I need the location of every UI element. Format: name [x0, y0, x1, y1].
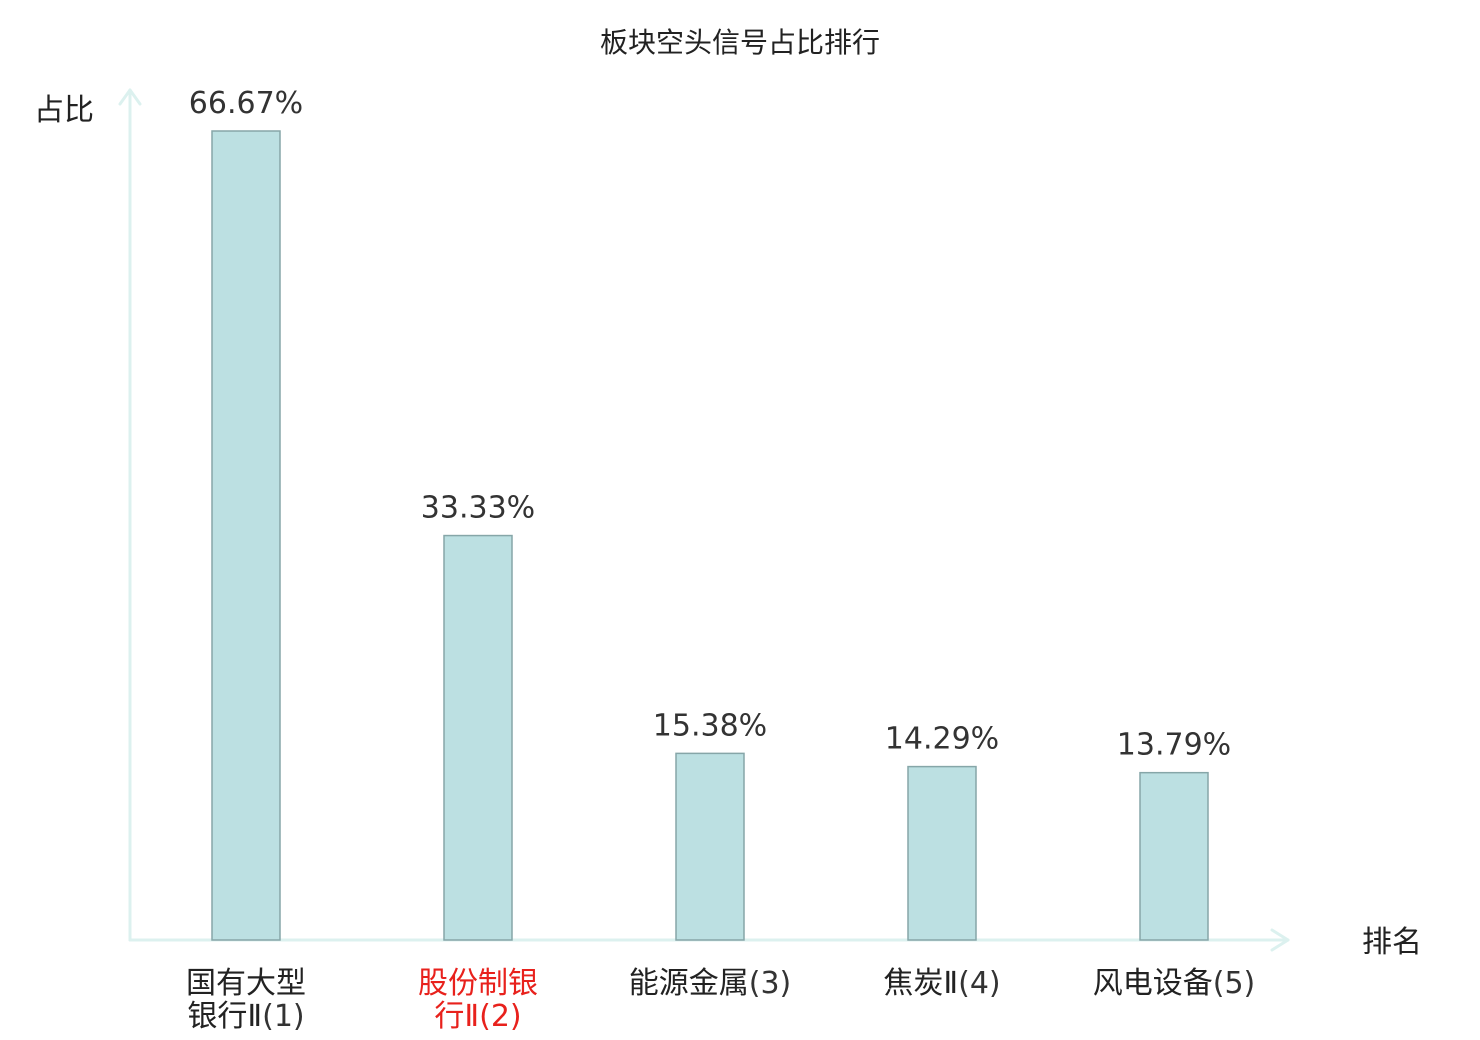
value-label-2: 33.33% — [421, 491, 535, 526]
value-labels: 66.67% 33.33% 15.38% 14.29% 13.79% — [189, 86, 1231, 763]
y-axis: 占比 — [34, 88, 142, 942]
category-label-5: 风电设备(5) — [1093, 966, 1256, 1001]
bar-4 — [907, 765, 977, 941]
bar-5 — [1139, 771, 1209, 941]
x-axis: 排名 — [128, 925, 1422, 960]
value-label-5: 13.79% — [1117, 728, 1231, 763]
x-axis-label: 排名 — [1362, 925, 1422, 960]
bar-2 — [443, 534, 513, 941]
bar-3 — [675, 752, 745, 941]
y-axis-label: 占比 — [34, 93, 94, 128]
value-label-4: 14.29% — [885, 722, 999, 757]
y-axis-arrow — [118, 88, 142, 106]
bar-1 — [211, 130, 281, 941]
value-label-3: 15.38% — [653, 708, 767, 743]
bars — [211, 130, 1209, 941]
category-labels: 国有大型银行Ⅱ(1) 股份制银行Ⅱ(2) 能源金属(3) 焦炭Ⅱ(4) 风电设备(5) — [186, 966, 1255, 1034]
category-label-1: 国有大型银行Ⅱ(1) — [186, 966, 306, 1034]
x-axis-arrow — [1270, 928, 1290, 952]
category-label-3: 能源金属(3) — [629, 966, 792, 1001]
category-label-4: 焦炭Ⅱ(4) — [883, 966, 1000, 1001]
chart-title: 板块空头信号占比排行 — [600, 26, 880, 59]
category-label-2: 股份制银行Ⅱ(2) — [418, 966, 538, 1034]
value-label-1: 66.67% — [189, 86, 303, 121]
